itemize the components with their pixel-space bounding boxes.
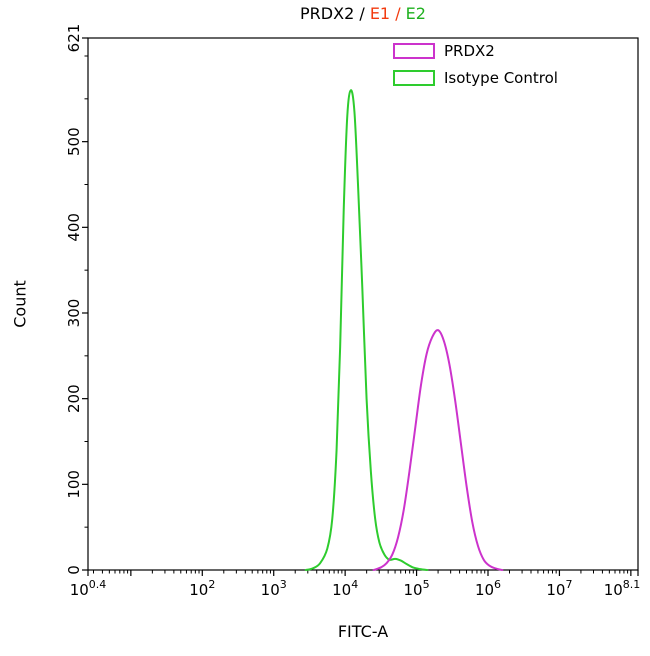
title-part-1: E1 / bbox=[369, 4, 406, 23]
title-part-0: PRDX2 / bbox=[300, 4, 370, 23]
y-tick-label: 100 bbox=[65, 470, 83, 499]
x-tick-label: 106 bbox=[475, 578, 501, 599]
y-axis-title: Count bbox=[11, 280, 30, 328]
legend-item-0: PRDX2 bbox=[393, 42, 558, 60]
series-curve-prdx2 bbox=[372, 329, 504, 571]
legend: PRDX2 Isotype Control bbox=[393, 42, 558, 96]
plot-frame bbox=[87, 37, 639, 571]
x-tick-label: 108.1 bbox=[604, 578, 641, 599]
title-part-2: E2 bbox=[405, 4, 426, 23]
legend-swatch-icon bbox=[393, 43, 435, 59]
x-tick-label: 100.4 bbox=[70, 578, 107, 599]
x-tick-label: 102 bbox=[189, 578, 215, 599]
y-tick-label: 400 bbox=[65, 213, 83, 242]
chart-title: PRDX2 / E1 / E2 bbox=[88, 4, 638, 23]
y-tick-label: 200 bbox=[65, 384, 83, 413]
legend-label: Isotype Control bbox=[444, 69, 558, 87]
y-tick-label: 621 bbox=[65, 24, 83, 53]
x-tick-label: 104 bbox=[332, 578, 358, 599]
axes bbox=[82, 37, 639, 576]
series-curve-isotype-control bbox=[304, 89, 429, 571]
legend-item-1: Isotype Control bbox=[393, 69, 558, 87]
axis-labels: 100.4 102 103 104 105 106 107 108.1 0 100 200 300 40… bbox=[11, 24, 641, 641]
x-tick-label: 105 bbox=[404, 578, 430, 599]
y-tick-label: 300 bbox=[65, 299, 83, 328]
x-axis-title: FITC-A bbox=[338, 622, 388, 641]
y-tick-label: 500 bbox=[65, 127, 83, 156]
x-tick-label: 103 bbox=[261, 578, 287, 599]
x-tick-label: 107 bbox=[546, 578, 572, 599]
legend-swatch-icon bbox=[393, 70, 435, 86]
y-tick-label: 0 bbox=[65, 565, 83, 575]
legend-label: PRDX2 bbox=[444, 42, 495, 60]
